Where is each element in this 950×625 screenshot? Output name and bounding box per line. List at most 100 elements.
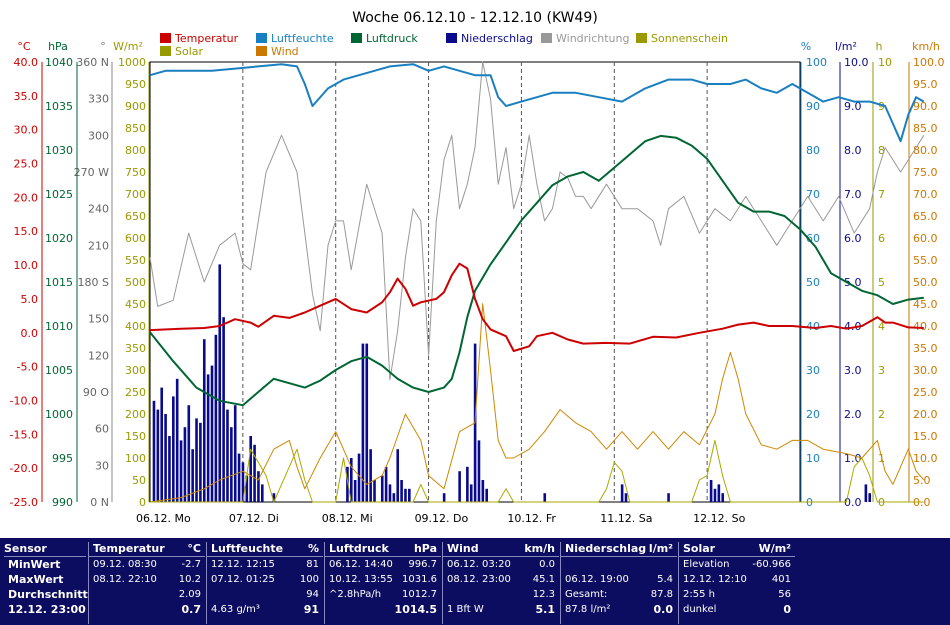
solar-tick-label: 450 [125, 298, 146, 311]
hum-current-value: 91 [303, 603, 319, 616]
temp-current-value: 0.7 [181, 603, 202, 616]
temp-tick-label: -15.0 [10, 428, 38, 441]
day-label: 11.12. Sa [600, 512, 652, 525]
hum-max-time: 07.12. 01:25 [211, 574, 275, 585]
rain-bar [237, 453, 241, 502]
hum-avg-value: 94 [306, 589, 319, 600]
wind-tick-label: 70.0 [913, 188, 938, 201]
rain-max-time: 06.12. 19:00 [565, 574, 629, 585]
wind-tick-label: 85.0 [913, 122, 938, 135]
rain-max-value: 5.4 [657, 574, 673, 585]
solar-tick-label: 300 [125, 364, 146, 377]
pressure-tick-label: 995 [52, 452, 73, 465]
direction-tick-label: 150 [88, 313, 109, 326]
chart-marks [149, 61, 925, 503]
rain-bar [152, 400, 156, 502]
humidity-tick-label: 50 [806, 276, 820, 289]
rain-bar [346, 466, 349, 502]
pressure-tick-label: 1015 [45, 276, 73, 289]
rain-tick-label: 5.0 [844, 276, 862, 289]
wind-tick-label: 55.0 [913, 254, 938, 267]
wind-tick-label: 65.0 [913, 210, 938, 223]
rain-bar [404, 488, 407, 502]
sunshine-tick-label: 7 [878, 188, 885, 201]
wind-tick-label: 95.0 [913, 78, 938, 91]
rain-bar [717, 484, 721, 502]
hum-min-value: 81 [306, 559, 319, 570]
solar-tick-label: 250 [125, 386, 146, 399]
solar-state: dunkel [683, 604, 717, 615]
rain-bar [380, 475, 384, 502]
humidity-tick-label: 90 [806, 100, 820, 113]
solar-tick-label: 950 [125, 78, 146, 91]
solar-tick-label: 400 [125, 320, 146, 333]
solar-max-value: 401 [771, 574, 791, 585]
rain-tick-label: 8.0 [844, 144, 862, 157]
wind-tick-label: 50.0 [913, 276, 938, 289]
stats-wind-unit: km/h [524, 542, 555, 555]
wind-avg-value: 12.3 [532, 589, 555, 600]
press-current-value: 1014.5 [394, 603, 437, 616]
rain-bar [249, 436, 252, 502]
solar-tick-label: 200 [125, 408, 146, 421]
humidity-tick-label: 60 [806, 232, 820, 245]
rain-bar [864, 484, 868, 502]
rain-bar [187, 405, 191, 502]
stats-sensor-box: Sensor MinWert MaxWert Durchschnitt 12.1… [4, 542, 88, 624]
rain-bar [543, 493, 547, 502]
rain-bar [353, 480, 357, 502]
wind-tick-label: 60.0 [913, 232, 938, 245]
series-line-windrichtung [149, 61, 925, 381]
direction-tick-label: 270 W [74, 166, 109, 179]
legend-label: Wind [271, 45, 299, 58]
rain-bar [469, 484, 473, 502]
wind-tick-label: 75.0 [913, 166, 938, 179]
wind-tick-label: 45.0 [913, 298, 938, 311]
rain-bar [179, 440, 183, 502]
sunshine-tick-label: 10 [878, 56, 892, 69]
stats-temperature-unit: °C [187, 542, 201, 555]
row-label-min: MinWert [8, 558, 61, 571]
rain-bar [624, 493, 628, 502]
sunshine-tick-label: 2 [878, 408, 885, 421]
temp-tick-label: 10.0 [14, 259, 39, 272]
humidity-tick-label: 20 [806, 408, 820, 421]
rain-bar [458, 471, 461, 502]
stats-pressure-title: Luftdruck [329, 542, 389, 555]
wind-tick-label: 35.0 [913, 342, 938, 355]
direction-tick-label: 90 O [83, 386, 109, 399]
wind-tick-label: 15.0 [913, 430, 938, 443]
pressure-tick-label: 1025 [45, 188, 73, 201]
stats-sensor-header: Sensor [4, 542, 86, 557]
temp-tick-label: 40.0 [14, 56, 39, 69]
pressure-tick-label: 990 [52, 496, 73, 509]
stats-sensor-title: Sensor [4, 542, 47, 555]
legend-swatch [636, 33, 647, 43]
rain-bar [396, 449, 400, 502]
direction-tick-label: 180 S [78, 276, 109, 289]
legend-swatch [351, 33, 362, 43]
rain-bar [164, 414, 167, 502]
humidity-tick-label: 30 [806, 364, 820, 377]
solar-max-time: 12.12. 12:10 [683, 574, 747, 585]
axis-unit: h [876, 40, 883, 53]
pressure-tick-label: 1020 [45, 232, 73, 245]
rain-tick-label: 4.0 [844, 320, 862, 333]
solar-tick-label: 850 [125, 122, 146, 135]
wind-tick-label: 40.0 [913, 320, 938, 333]
stats-solar-box: Solar W/m² Elevation -60.966 12.12. 12:10 4… [678, 542, 795, 624]
chart-title: Woche 06.12.10 - 12.12.10 (KW49) [352, 10, 598, 26]
series-line-luftdruck [149, 134, 924, 407]
wind-tick-label: 20.0 [913, 408, 938, 421]
wind-tick-label: 30.0 [913, 364, 938, 377]
rain-tick-label: 2.0 [844, 408, 862, 421]
rain-bar [218, 264, 222, 502]
day-label: 10.12. Fr [507, 512, 556, 525]
solar-avg-value: 56 [778, 589, 791, 600]
rain-bar [210, 365, 214, 502]
direction-tick-label: 300 [88, 129, 109, 142]
rain-bar [175, 378, 179, 502]
rain-period-total: 87.8 l/m² [565, 604, 611, 615]
rain-total-value: 87.8 [650, 589, 673, 600]
day-label: 08.12. Mi [322, 512, 373, 525]
